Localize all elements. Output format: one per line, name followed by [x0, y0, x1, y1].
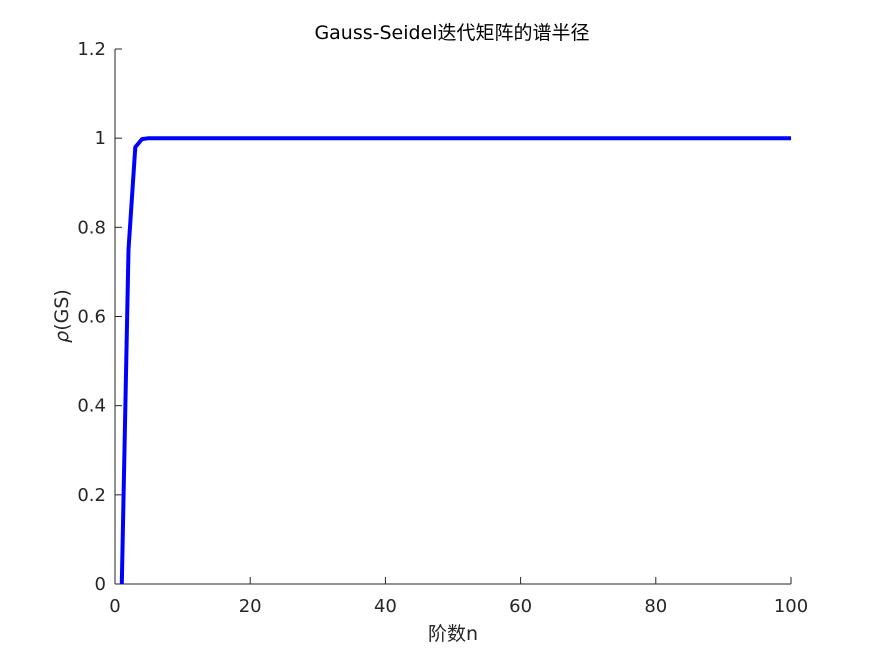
x-tick-label: 20 [239, 596, 262, 617]
series-line [119, 136, 791, 585]
y-tick-label: 0.4 [77, 396, 106, 417]
x-axis-label: 阶数n [428, 623, 478, 645]
series-group [119, 136, 791, 585]
x-tick-label: 60 [509, 596, 532, 617]
y-axis-ticks: 0 0.2 0.4 0.6 0.8 1 1.2 [77, 39, 122, 595]
x-tick-label: 100 [774, 596, 808, 617]
y-tick-label: 0.8 [77, 217, 106, 238]
plot-area: 0 20 40 60 80 100 0 0.2 0.4 0.6 0.8 1 1.2 [77, 39, 808, 617]
x-tick-label: 80 [644, 596, 667, 617]
y-tick-label: 0 [95, 574, 106, 595]
x-tick-label: 0 [109, 596, 120, 617]
x-tick-label: 40 [374, 596, 397, 617]
chart-title: Gauss-Seidel迭代矩阵的谱半径 [314, 22, 589, 44]
y-tick-label: 0.2 [77, 485, 106, 506]
x-axis-ticks: 0 20 40 60 80 100 [109, 577, 808, 617]
y-axis-label-symbol: ρ [51, 331, 73, 343]
y-axis-label: ρ(GS) [51, 289, 73, 343]
y-tick-label: 1 [95, 128, 106, 149]
y-tick-label: 0.6 [77, 307, 106, 328]
y-tick-label: 1.2 [77, 39, 106, 60]
y-axis-label-text: (GS) [51, 289, 73, 331]
